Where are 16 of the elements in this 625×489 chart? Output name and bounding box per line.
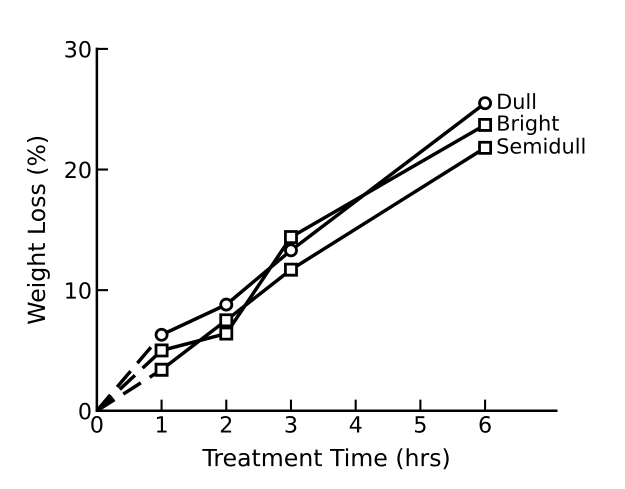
x-tick-label: 3 xyxy=(286,416,296,433)
series-label: Bright xyxy=(498,114,559,135)
y-tick-label: 10 xyxy=(66,282,91,299)
x-tick-label: 0 xyxy=(91,416,102,433)
x-tick-label: 2 xyxy=(220,416,232,433)
x-tick-label: 6 xyxy=(480,416,491,433)
y-tick-label: 0 xyxy=(79,402,91,420)
series-label: Dull xyxy=(498,93,536,110)
x-tick-label: 4 xyxy=(350,416,362,433)
y-axis-title: Weight Loss (%) xyxy=(26,136,50,324)
x-tick-label: 5 xyxy=(415,416,426,433)
y-tick-label: 20 xyxy=(65,161,91,178)
series-label: Semidull xyxy=(498,138,584,154)
x-axis-title: Treatment Time (hrs) xyxy=(202,448,449,470)
y-tick-label: 30 xyxy=(65,40,91,58)
x-tick-label: 1 xyxy=(156,416,167,433)
